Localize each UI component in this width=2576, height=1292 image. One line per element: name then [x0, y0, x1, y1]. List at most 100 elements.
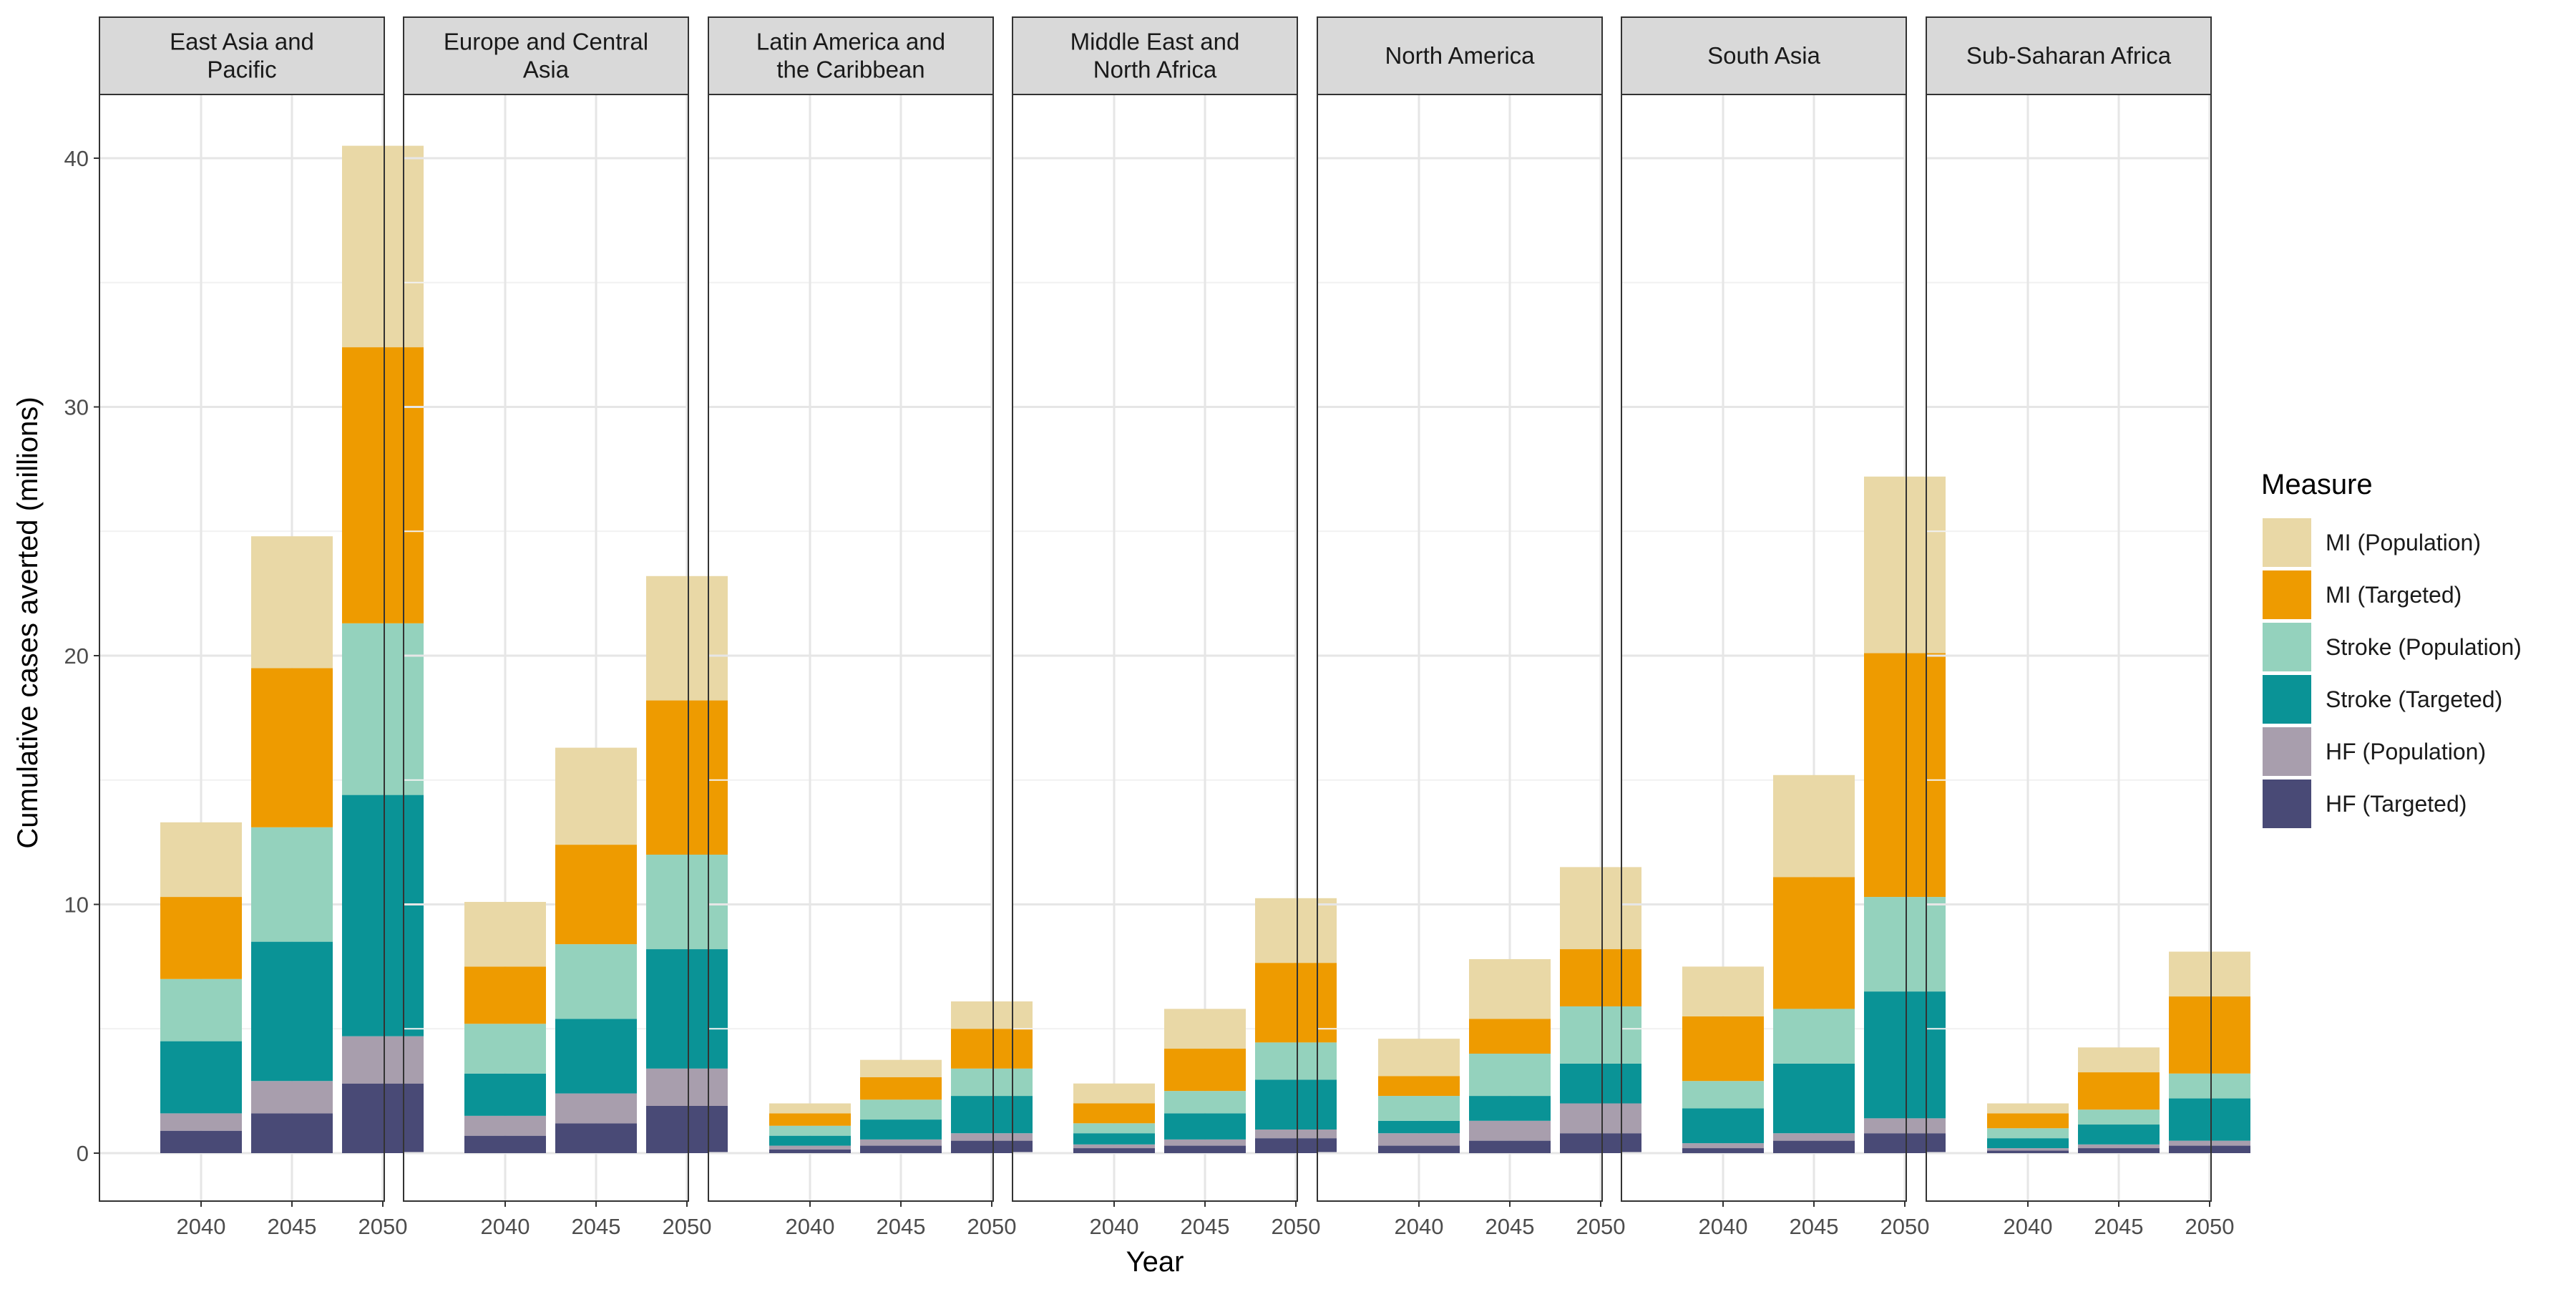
bar-segment	[1682, 966, 1764, 1016]
bar-segment	[1073, 1144, 1155, 1149]
bar-segment	[1164, 1145, 1246, 1153]
legend-item: HF (Targeted)	[2263, 779, 2467, 828]
bar-segment	[1378, 1120, 1460, 1134]
bar-segment	[1682, 1143, 1764, 1149]
bar-segment	[555, 1093, 637, 1124]
bar-segment	[1864, 991, 1946, 1119]
bar-segment	[1255, 963, 1337, 1043]
panel-border	[1012, 94, 1298, 1202]
legend-key-label: HF (Population)	[2326, 739, 2486, 764]
bar-segment	[1255, 1042, 1337, 1080]
facet-strip	[1317, 16, 1603, 95]
bar-segment	[1987, 1148, 2069, 1151]
bar-segment	[2078, 1144, 2160, 1149]
bar-segment	[1073, 1148, 1155, 1153]
bar-segment	[646, 1068, 728, 1106]
bar-segment	[1560, 1133, 1641, 1153]
legend-key-label: Stroke (Population)	[2326, 634, 2522, 660]
legend-key-swatch	[2263, 779, 2311, 828]
bar-segment	[769, 1113, 851, 1126]
legend: Measure MI (Population) MI (Targeted) Stro…	[2261, 469, 2522, 828]
bar-segment	[951, 1096, 1033, 1134]
bar-segment	[769, 1145, 851, 1150]
bar-segment	[646, 575, 728, 701]
bar-segment	[1560, 1006, 1641, 1064]
bar-segment	[1164, 1009, 1246, 1049]
bar-segment	[1378, 1096, 1460, 1121]
bar-segment	[342, 795, 424, 1036]
bar-segment	[1469, 1019, 1551, 1054]
x-tick-label: 2040	[177, 1214, 226, 1239]
legend-item: MI (Targeted)	[2263, 570, 2462, 619]
legend-item: MI (Population)	[2263, 518, 2481, 567]
bar-segment	[251, 1113, 333, 1153]
facet-title-line: North Africa	[1093, 57, 1217, 83]
facet-panel: North America 2040 2045 2050	[1317, 16, 1641, 1239]
x-tick-label: 2050	[2185, 1214, 2235, 1239]
legend-key-swatch	[2263, 518, 2311, 567]
bar-segment	[1682, 1148, 1764, 1153]
bar-segment	[1469, 1054, 1551, 1097]
bar-segment	[769, 1135, 851, 1146]
panel-border	[1317, 94, 1603, 1202]
bar-segment	[951, 1133, 1033, 1141]
bar-segment	[2078, 1148, 2160, 1153]
facet-title-line: South Asia	[1707, 42, 1820, 69]
x-tick-label: 2050	[1576, 1214, 1626, 1239]
bar-segment	[160, 1113, 242, 1131]
bar-segment	[160, 897, 242, 979]
bar-segment	[464, 966, 546, 1024]
bar-segment	[555, 1123, 637, 1153]
bar-segment	[342, 145, 424, 348]
bar-segment	[951, 1140, 1033, 1153]
bar-segment	[251, 1081, 333, 1114]
bar-segment	[160, 1041, 242, 1114]
panel-border	[1926, 94, 2212, 1202]
bar-segment	[2078, 1047, 2160, 1073]
facet-strip	[403, 16, 689, 95]
bar-segment	[2169, 996, 2250, 1074]
bar-segment	[951, 1068, 1033, 1097]
bar-segment	[1864, 653, 1946, 898]
bar-segment	[464, 1115, 546, 1136]
bar-segment	[1164, 1139, 1246, 1146]
bar-segment	[1164, 1113, 1246, 1140]
bar-segment	[1469, 958, 1551, 1019]
bar-segment	[860, 1077, 942, 1100]
bar-segment	[251, 536, 333, 669]
legend-item: Stroke (Targeted)	[2263, 675, 2502, 724]
bar-segment	[1255, 898, 1337, 963]
x-tick-label: 2050	[358, 1214, 408, 1239]
bar-segment	[1164, 1049, 1246, 1092]
bar-segment	[1469, 1096, 1551, 1121]
bar-segment	[860, 1145, 942, 1153]
bar-segment	[342, 623, 424, 795]
bar-segment	[555, 845, 637, 945]
bar-segment	[464, 902, 546, 967]
bar-segment	[646, 700, 728, 855]
legend-key-label: Stroke (Targeted)	[2326, 686, 2502, 712]
facet-title-line: North America	[1385, 42, 1535, 69]
bar-segment	[555, 1019, 637, 1094]
bar-segment	[251, 941, 333, 1082]
facet-panel: Sub-Saharan Africa 2040 2045 2050	[1926, 16, 2250, 1239]
legend-key-label: MI (Targeted)	[2326, 582, 2462, 608]
facet-strip	[1621, 16, 1907, 95]
facet-title-line: Pacific	[207, 57, 276, 83]
legend-key-swatch	[2263, 570, 2311, 619]
bar-segment	[1682, 1081, 1764, 1109]
bar-segment	[769, 1125, 851, 1136]
bar-segment	[1773, 774, 1855, 878]
bar-segment	[251, 668, 333, 827]
legend-item: Stroke (Population)	[2263, 623, 2522, 671]
x-tick-label: 2045	[268, 1214, 317, 1239]
bar-segment	[1864, 897, 1946, 992]
bar-segment	[646, 1105, 728, 1153]
x-tick-label: 2045	[1485, 1214, 1535, 1239]
bar-segment	[2078, 1072, 2160, 1110]
bar-segment	[646, 949, 728, 1069]
bar-segment	[1469, 1120, 1551, 1141]
